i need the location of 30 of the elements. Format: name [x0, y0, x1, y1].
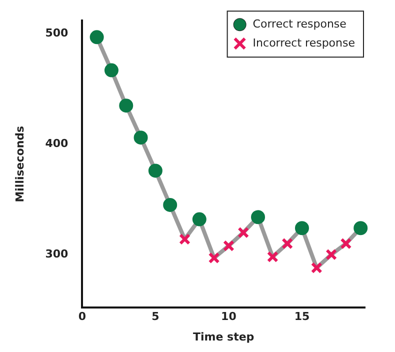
legend-label: Incorrect response [252, 36, 356, 50]
point [326, 248, 338, 260]
x-axis-title: Time step [192, 330, 254, 344]
y-axis-title: Milliseconds [13, 125, 26, 202]
point [282, 238, 294, 250]
point [134, 130, 148, 145]
point [208, 252, 220, 264]
point [310, 262, 322, 274]
point [192, 212, 206, 226]
point [238, 226, 250, 238]
x-tick-label: 5 [152, 310, 160, 324]
point [90, 30, 104, 44]
point [148, 164, 162, 178]
y-tick-label: 400 [45, 137, 68, 150]
point [266, 251, 278, 263]
point [354, 221, 368, 236]
point [340, 238, 352, 250]
legend-label: Correct response [252, 17, 347, 30]
point [251, 210, 266, 224]
y-tick-label: 300 [45, 247, 68, 260]
point [222, 240, 234, 252]
point [104, 63, 118, 78]
point [179, 233, 190, 245]
x-tick-label: 15 [294, 310, 310, 324]
y-tick-label: 500 [45, 26, 68, 40]
x-tick-label: 10 [221, 310, 237, 324]
x-tick-label: 0 [78, 310, 86, 324]
point [119, 98, 134, 113]
point [294, 221, 309, 236]
point [163, 198, 178, 212]
